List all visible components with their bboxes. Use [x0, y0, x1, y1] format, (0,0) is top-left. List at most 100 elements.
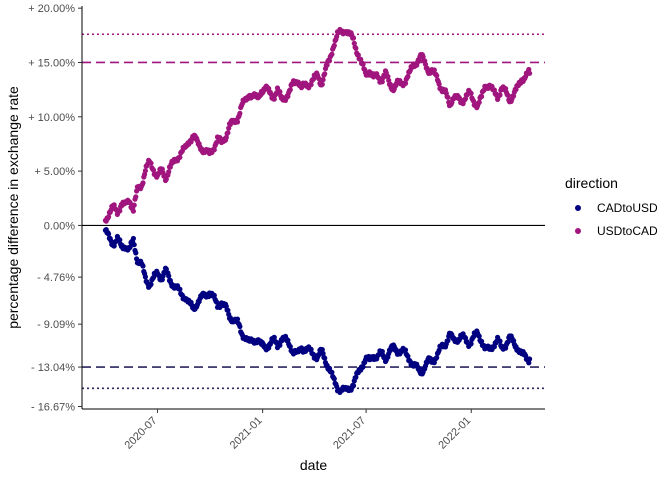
series-CADtoUSD — [102, 227, 533, 395]
data-point — [510, 93, 517, 99]
data-point — [468, 341, 474, 347]
data-point — [379, 348, 385, 355]
data-point — [322, 71, 328, 77]
data-point — [353, 374, 359, 380]
data-point — [127, 244, 133, 250]
data-point — [420, 54, 426, 60]
data-point — [237, 323, 243, 330]
data-point — [445, 94, 451, 100]
data-point — [468, 90, 474, 96]
data-point — [379, 79, 385, 85]
data-point — [234, 119, 241, 125]
data-point — [402, 80, 409, 86]
data-point — [405, 353, 411, 359]
data-point — [385, 73, 391, 80]
data-point — [287, 344, 293, 350]
x-tick-label: 2022-01 — [436, 415, 473, 452]
series-USDtoCAD — [102, 26, 533, 224]
data-point — [350, 35, 357, 41]
data-point — [320, 77, 326, 83]
data-point — [277, 89, 283, 95]
y-tick-label: + 15.00% — [28, 57, 75, 69]
data-point — [117, 208, 123, 214]
data-point — [223, 134, 229, 141]
data-point — [287, 87, 293, 93]
data-point — [131, 242, 137, 248]
data-point — [211, 292, 217, 298]
data-point — [331, 376, 337, 382]
data-point — [445, 338, 451, 344]
data-point — [148, 281, 154, 287]
data-point — [479, 338, 485, 344]
legend-key-USDtoCAD — [575, 228, 581, 234]
x-tick-label: 2021-01 — [228, 415, 265, 452]
data-point — [133, 194, 139, 200]
data-point — [225, 307, 231, 313]
data-point — [329, 51, 335, 57]
data-point — [422, 61, 429, 67]
data-point — [177, 286, 183, 292]
data-point — [130, 208, 136, 214]
data-point — [497, 338, 503, 344]
data-point — [133, 250, 139, 256]
data-point — [527, 70, 533, 76]
data-point — [177, 154, 183, 160]
x-axis-title: date — [300, 457, 327, 473]
y-tick-label: - 9.09% — [37, 319, 75, 331]
data-point — [166, 273, 172, 279]
data-point — [324, 62, 330, 68]
data-point — [353, 45, 359, 51]
data-point — [106, 231, 112, 237]
data-point — [476, 333, 482, 339]
data-point — [211, 147, 217, 153]
data-point — [148, 160, 154, 166]
data-point — [308, 82, 314, 88]
y-tick-label: 0.00% — [44, 220, 75, 232]
data-point — [140, 263, 146, 269]
data-point — [271, 334, 277, 340]
y-tick-label: + 5.00% — [34, 166, 75, 178]
data-point — [106, 214, 112, 220]
data-point — [142, 274, 148, 280]
y-tick-label: - 13.04% — [31, 362, 75, 374]
data-point — [434, 73, 440, 79]
data-point — [505, 339, 511, 345]
data-point — [308, 346, 314, 352]
data-point — [117, 237, 123, 243]
data-point — [527, 356, 533, 362]
data-point — [271, 96, 277, 102]
data-point — [505, 92, 511, 98]
y-tick-label: - 16.67% — [31, 402, 75, 414]
y-tick-label: + 10.00% — [28, 112, 75, 124]
data-point — [142, 168, 148, 174]
legend-label-USDtoCAD: USDtoCAD — [597, 224, 658, 238]
data-point — [434, 355, 440, 361]
data-point — [156, 272, 162, 279]
data-point — [479, 93, 485, 100]
data-point — [140, 180, 146, 186]
y-axis-ticks: + 20.00% + 15.00% + 10.00% + 5.00% 0.00% - 4.… — [28, 3, 82, 414]
data-point — [131, 202, 137, 208]
data-point — [476, 99, 482, 105]
legend: direction CADtoUSD USDtoCAD — [565, 175, 658, 238]
data-point — [225, 130, 231, 136]
data-point — [402, 347, 409, 353]
data-point — [462, 96, 469, 102]
data-point — [319, 347, 325, 353]
data-point — [237, 110, 243, 116]
data-point — [334, 33, 340, 40]
legend-label-CADtoUSD: CADtoUSD — [597, 201, 658, 215]
data-point — [462, 335, 469, 341]
y-axis-title: percentage difference in exchange rate — [5, 86, 21, 329]
data-point — [320, 350, 326, 357]
legend-key-CADtoUSD — [575, 205, 581, 211]
y-tick-label: + 20.00% — [28, 3, 75, 15]
data-point — [163, 176, 169, 182]
data-point — [130, 235, 136, 242]
data-point — [316, 351, 322, 358]
reference-lines — [82, 33, 545, 390]
data-points — [102, 26, 533, 395]
x-tick-label: 2021-07 — [331, 415, 368, 452]
x-tick-label: 2020-07 — [123, 415, 160, 452]
